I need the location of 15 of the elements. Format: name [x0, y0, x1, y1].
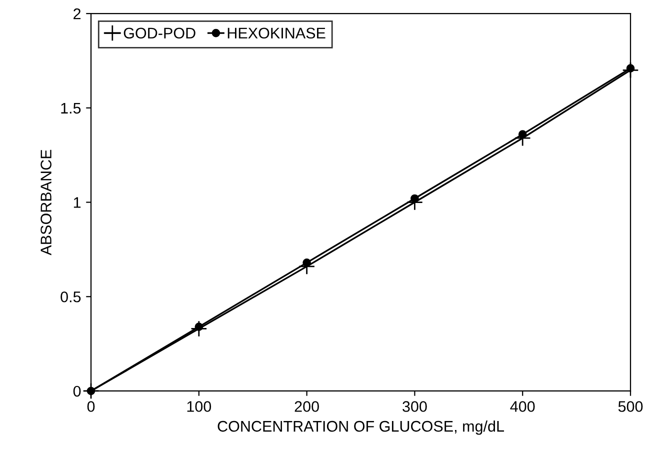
legend-label: GOD-POD — [124, 28, 196, 39]
legend-label: HEXOKINASE — [228, 28, 326, 39]
y-tick-label: 0.5 — [60, 291, 81, 302]
y-tick-label: 0 — [73, 386, 81, 397]
x-axis-title: CONCENTRATION OF GLUCOSE, mg/dL — [218, 420, 504, 435]
x-tick-label: 500 — [618, 401, 643, 412]
x-tick-label: 400 — [510, 401, 535, 412]
x-tick-label: 100 — [187, 401, 212, 412]
x-tick-label: 0 — [87, 401, 95, 412]
y-axis-title: ABSORBANCE — [40, 150, 52, 256]
x-tick-label: 200 — [294, 401, 319, 412]
y-tick-label: 1 — [74, 197, 81, 208]
x-tick-label: 300 — [402, 401, 427, 412]
y-tick-label: 2 — [74, 8, 81, 20]
y-tick-label: 1.5 — [61, 102, 81, 114]
